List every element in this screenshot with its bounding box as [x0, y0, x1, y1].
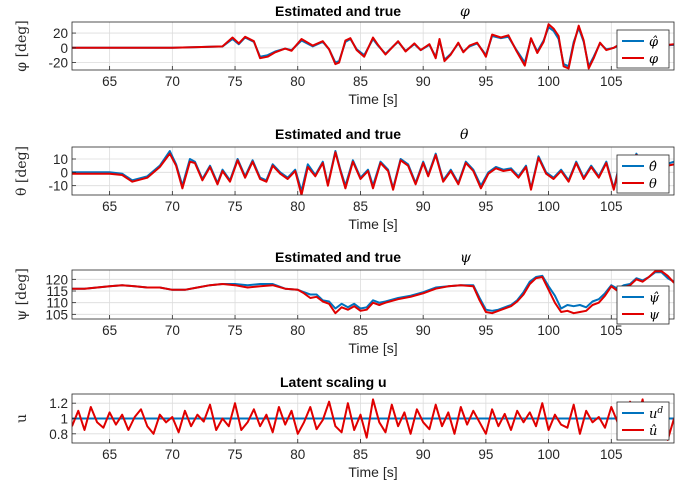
x-tick-label: 100 [537, 74, 560, 89]
x-tick-label: 90 [416, 447, 431, 462]
y-tick-label: 1 [60, 412, 68, 427]
subplot-4: 65 70 75 80 85 90 95 100 105 0.811.2 Latent scalin… [14, 374, 675, 480]
x-tick-label: 95 [478, 74, 493, 89]
legend-label: ud [649, 406, 663, 422]
chart-title: Estimated and true [275, 3, 401, 19]
y-axis-label: θ [deg] [14, 146, 30, 196]
axes-box [71, 21, 675, 71]
series-line-true [72, 23, 674, 70]
legend-label: θ [649, 177, 657, 192]
x-tick-label: 65 [102, 323, 117, 338]
x-tick-label: 90 [416, 74, 431, 89]
y-tick-label: 120 [45, 272, 68, 287]
x-tick-label: 70 [165, 199, 180, 214]
y-axis-label: ψ [deg] [14, 268, 30, 321]
x-tick-label: 85 [353, 323, 368, 338]
x-tick-label: 105 [600, 74, 623, 89]
x-tick-label: 75 [228, 74, 243, 89]
series-line-true [72, 398, 674, 441]
legend-box [616, 401, 670, 441]
x-tick-label: 105 [600, 447, 623, 462]
y-tick-label: 0 [60, 165, 68, 180]
x-axis-label: Time [s] [348, 464, 397, 480]
y-tick-label: -10 [48, 179, 68, 194]
x-tick-label: 85 [353, 199, 368, 214]
y-tick-label: 0.8 [49, 427, 68, 442]
x-tick-label: 85 [353, 447, 368, 462]
series-line-true [72, 151, 674, 195]
x-tick-label: 70 [165, 447, 180, 462]
y-tick-label: 110 [46, 296, 68, 311]
subplot-3: 65 70 75 80 85 90 95 100 105105110115120Estimate… [14, 249, 675, 356]
x-tick-label: 65 [102, 199, 117, 214]
legend-label: φ [649, 52, 659, 67]
chart-title: Latent scaling u [280, 374, 387, 390]
x-tick-label: 85 [353, 74, 368, 89]
x-tick-label: 95 [478, 323, 493, 338]
x-tick-label: 65 [102, 74, 117, 89]
x-tick-label: 80 [290, 74, 305, 89]
x-tick-label: 100 [537, 447, 560, 462]
legend-box [616, 285, 670, 325]
y-axis-label: u [14, 414, 30, 423]
x-tick-label: 80 [290, 447, 305, 462]
chart-title-symbol: φ [460, 4, 470, 20]
x-tick-label: 105 [600, 199, 623, 214]
y-tick-label: 105 [45, 307, 68, 322]
x-tick-label: 70 [165, 323, 180, 338]
x-tick-label: 70 [165, 74, 180, 89]
chart-title: Estimated and true [275, 249, 401, 265]
x-axis-label: Time [s] [348, 340, 397, 356]
legend-label: ψ̂ [649, 291, 660, 306]
x-axis-label: Time [s] [348, 91, 397, 107]
x-tick-label: 80 [290, 323, 305, 338]
x-tick-label: 95 [478, 199, 493, 214]
y-tick-label: 1.2 [49, 396, 68, 411]
x-tick-label: 75 [228, 199, 243, 214]
legend-box [616, 154, 670, 194]
y-tick-label: 0 [60, 41, 68, 56]
x-axis-label: Time [s] [348, 216, 397, 232]
legend-label-sup: d [657, 406, 663, 416]
y-tick-label: -20 [48, 56, 68, 71]
legend-label: ψ [649, 308, 660, 323]
chart-title-symbol: θ [460, 127, 469, 143]
chart-title-symbol: ψ [460, 250, 472, 266]
x-tick-label: 90 [416, 323, 431, 338]
y-axis-label: φ [deg] [14, 20, 30, 71]
y-tick-label: 20 [53, 26, 68, 41]
series-line-estimate [72, 271, 674, 312]
x-tick-label: 75 [228, 447, 243, 462]
x-tick-label: 100 [537, 323, 560, 338]
axes-box [71, 269, 675, 320]
x-tick-label: 90 [416, 199, 431, 214]
x-tick-label: 65 [102, 447, 117, 462]
legend-label: θ̂ [649, 160, 657, 175]
legend-label-base: u [649, 407, 657, 422]
x-tick-label: 80 [290, 199, 305, 214]
x-tick-label: 100 [537, 199, 560, 214]
x-tick-label: 105 [600, 323, 623, 338]
x-tick-label: 95 [478, 447, 493, 462]
y-tick-label: 115 [46, 284, 68, 299]
legend-label: φ̂ [649, 35, 659, 50]
chart-title: Estimated and true [275, 126, 401, 142]
y-tick-label: 10 [53, 152, 68, 167]
legend-box [616, 29, 670, 69]
x-tick-label: 75 [228, 323, 243, 338]
axes-box [71, 146, 675, 196]
series-line-true [72, 270, 674, 315]
legend-label: û [649, 424, 657, 439]
